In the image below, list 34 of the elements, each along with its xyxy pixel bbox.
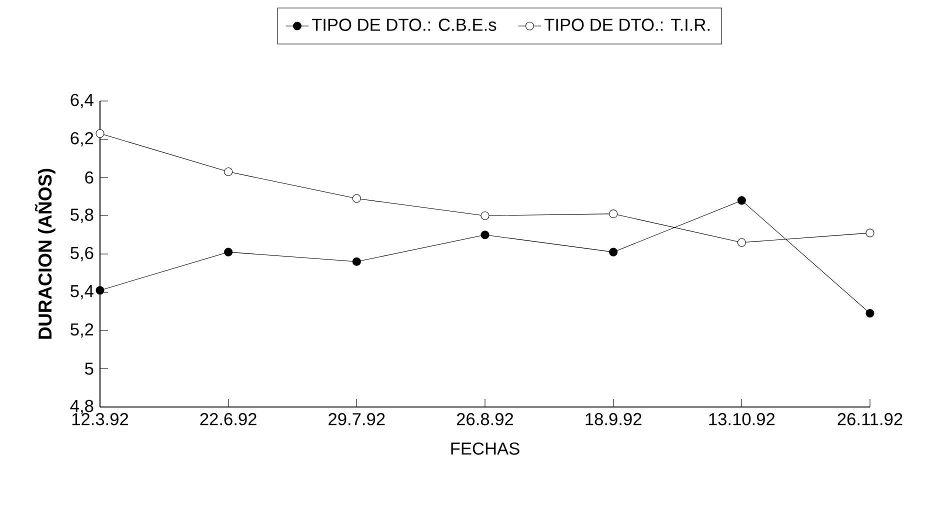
y-tick-label: 5,4: [70, 285, 94, 300]
legend-label: TIPO DE DTO.: C.B.E.s: [312, 18, 496, 31]
point: [609, 210, 618, 218]
y-tick-label: 4,8: [70, 400, 94, 414]
y-tick-label: 6: [85, 171, 94, 184]
y-tick-label: 5,8: [70, 208, 94, 223]
y-tick-label: 5,2: [70, 323, 94, 338]
x-tick-label: 18.9.92: [586, 413, 642, 426]
point: [96, 129, 104, 138]
point: [352, 257, 361, 266]
x-tick-label: 12.3.92: [72, 413, 128, 426]
point: [224, 167, 233, 176]
y-tick-label: 6,2: [70, 132, 94, 146]
point: [224, 248, 233, 256]
point: [96, 286, 104, 295]
x-tick-label: 22.6.92: [200, 413, 256, 426]
y-tick-label: 6,4: [70, 94, 94, 108]
point: [609, 248, 618, 256]
point: [737, 196, 746, 205]
x-tick-label: 29.7.92: [328, 413, 385, 426]
y-axis-title: DURACION (AÑOS): [34, 168, 56, 339]
y-tick-label: 5,6: [70, 246, 94, 262]
x-tick-label: 26.8.92: [456, 413, 514, 426]
point: [866, 228, 874, 238]
y-tick-label: 5: [85, 362, 94, 375]
legend-label: TIPO DE DTO.: T.I.R.: [544, 18, 710, 31]
point: [480, 211, 490, 220]
point: [737, 238, 746, 247]
point: [866, 309, 874, 318]
x-axis-title: FECHAS: [451, 442, 520, 455]
x-tick-label: 13.10.92: [709, 413, 775, 426]
point: [480, 230, 490, 240]
x-tick-label: 26.11.92: [838, 413, 902, 426]
point: [352, 194, 361, 203]
